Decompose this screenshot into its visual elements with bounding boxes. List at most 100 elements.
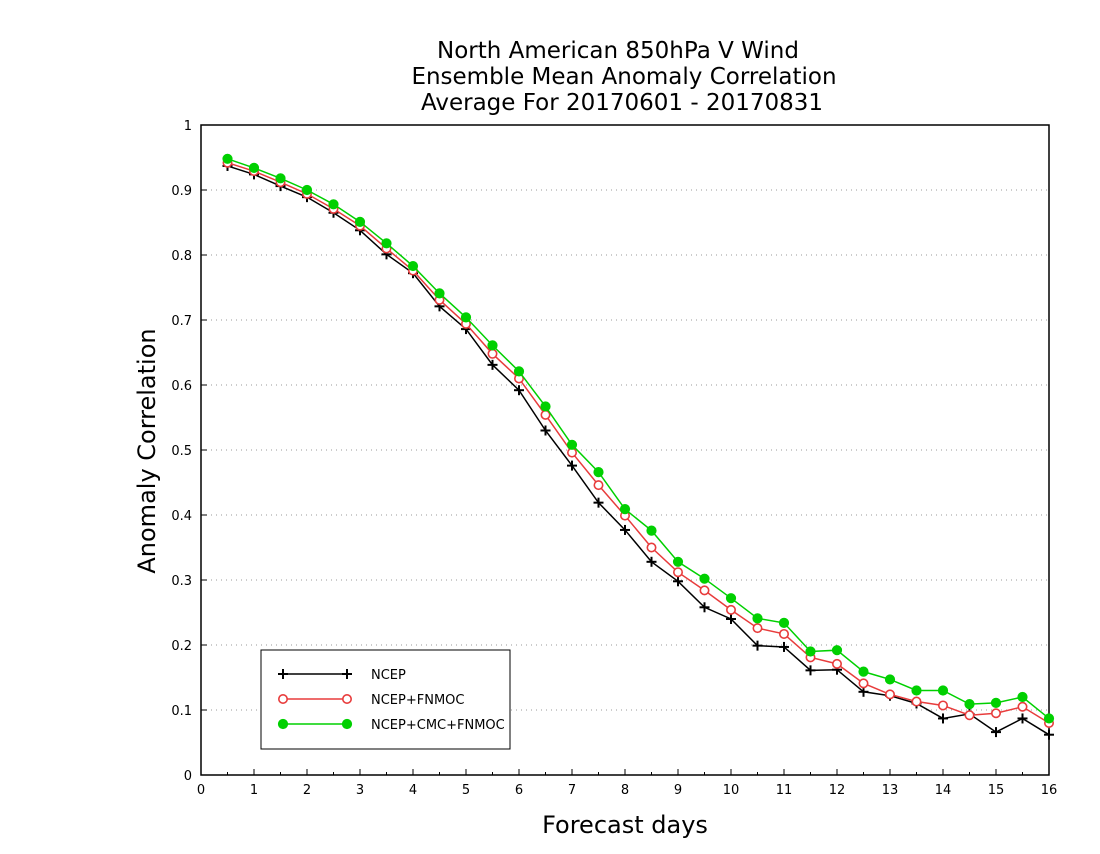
data-point xyxy=(805,665,816,676)
data-point xyxy=(1044,729,1054,740)
legend-marker xyxy=(341,693,352,704)
data-point xyxy=(831,658,842,669)
x-tick-label: 13 xyxy=(882,783,899,798)
x-tick-label: 0 xyxy=(197,783,205,798)
y-axis-title: Anomaly Correlation xyxy=(133,328,161,573)
data-point xyxy=(991,727,1001,738)
data-point xyxy=(514,385,524,396)
data-point xyxy=(487,359,498,370)
data-point xyxy=(964,710,975,721)
data-point xyxy=(487,340,498,351)
grid-lines xyxy=(201,189,1049,711)
data-point xyxy=(672,567,683,578)
data-point xyxy=(805,646,816,657)
data-point xyxy=(911,685,922,696)
legend-marker xyxy=(277,693,288,704)
data-point xyxy=(672,556,684,567)
data-point xyxy=(434,288,445,299)
data-point xyxy=(937,700,948,711)
data-point xyxy=(567,460,577,471)
data-point xyxy=(593,480,604,491)
data-point xyxy=(566,439,578,450)
x-tick-label: 12 xyxy=(829,783,846,798)
y-tick-label: 0.7 xyxy=(171,314,192,329)
data-point xyxy=(699,585,710,596)
y-tick-label: 0.9 xyxy=(171,184,192,199)
data-point xyxy=(301,184,313,196)
y-tick-label: 0.3 xyxy=(171,574,192,589)
x-axis-ticks: 0 1 2 3 4 5 6 7 8 9 10 11 12 13 14 15 16 xyxy=(197,769,1057,798)
data-point xyxy=(1017,691,1028,703)
data-point xyxy=(222,153,233,164)
y-axis-ticks: 0 0.1 0.2 0.3 0.4 0.5 0.6 0.7 0.8 0.9 1 xyxy=(171,119,207,784)
data-series xyxy=(222,153,1055,740)
data-point xyxy=(831,645,843,656)
legend-label: NCEP+CMC+FNMOC xyxy=(371,718,505,733)
data-point xyxy=(460,312,472,323)
data-point xyxy=(990,708,1001,719)
data-point xyxy=(858,666,869,677)
data-point xyxy=(328,199,339,210)
data-point xyxy=(964,699,975,710)
legend-item: NCEP xyxy=(278,668,406,683)
data-point xyxy=(938,713,948,724)
x-tick-label: 16 xyxy=(1041,783,1058,798)
data-point xyxy=(858,686,869,697)
data-point xyxy=(619,504,631,515)
x-tick-label: 7 xyxy=(568,783,576,798)
x-tick-label: 8 xyxy=(621,783,629,798)
x-tick-label: 1 xyxy=(250,783,258,798)
x-tick-label: 2 xyxy=(303,783,311,798)
legend-marker xyxy=(278,669,288,679)
x-axis-title: Forecast days xyxy=(542,811,708,839)
x-tick-label: 10 xyxy=(723,783,740,798)
x-tick-label: 3 xyxy=(356,783,364,798)
x-tick-label: 11 xyxy=(776,783,793,798)
title-line-1: North American 850hPa V Wind xyxy=(437,38,799,64)
data-point xyxy=(646,556,657,567)
data-point xyxy=(699,573,710,584)
y-tick-label: 0.2 xyxy=(171,639,192,654)
x-tick-label: 15 xyxy=(988,783,1005,798)
data-point xyxy=(381,238,392,249)
series-line xyxy=(227,165,1050,736)
data-point xyxy=(752,623,763,634)
data-point xyxy=(725,604,736,615)
data-point xyxy=(752,640,763,651)
x-tick-label: 9 xyxy=(674,783,682,798)
data-point xyxy=(407,260,419,272)
data-point xyxy=(778,628,789,639)
y-tick-label: 0.6 xyxy=(171,379,192,394)
data-point xyxy=(779,641,789,652)
data-point xyxy=(487,348,498,359)
y-tick-label: 0.8 xyxy=(171,249,192,264)
title-line-3: Average For 20170601 - 20170831 xyxy=(421,90,823,116)
data-point xyxy=(699,602,710,613)
data-point xyxy=(858,678,869,689)
x-tick-label: 5 xyxy=(462,783,470,798)
data-point xyxy=(354,216,366,227)
data-point xyxy=(248,162,260,173)
data-point xyxy=(646,525,657,536)
data-point xyxy=(1017,701,1028,712)
title-line-2: Ensemble Mean Anomaly Correlation xyxy=(411,64,836,90)
series-line xyxy=(227,161,1050,724)
data-point xyxy=(884,674,896,685)
data-point xyxy=(1043,713,1055,724)
data-point xyxy=(513,366,525,377)
x-tick-label: 6 xyxy=(515,783,523,798)
y-tick-label: 0.4 xyxy=(171,509,192,524)
series-1 xyxy=(222,157,1055,728)
data-point xyxy=(646,542,657,553)
data-point xyxy=(726,614,736,624)
data-point xyxy=(725,593,737,604)
chart-title: North American 850hPa V Wind Ensemble Me… xyxy=(411,38,836,116)
legend-marker xyxy=(342,669,352,679)
data-point xyxy=(593,497,604,508)
legend-label: NCEP xyxy=(371,668,406,683)
series-2 xyxy=(222,153,1055,724)
y-tick-label: 1 xyxy=(184,119,192,134)
y-tick-label: 0 xyxy=(184,769,192,784)
